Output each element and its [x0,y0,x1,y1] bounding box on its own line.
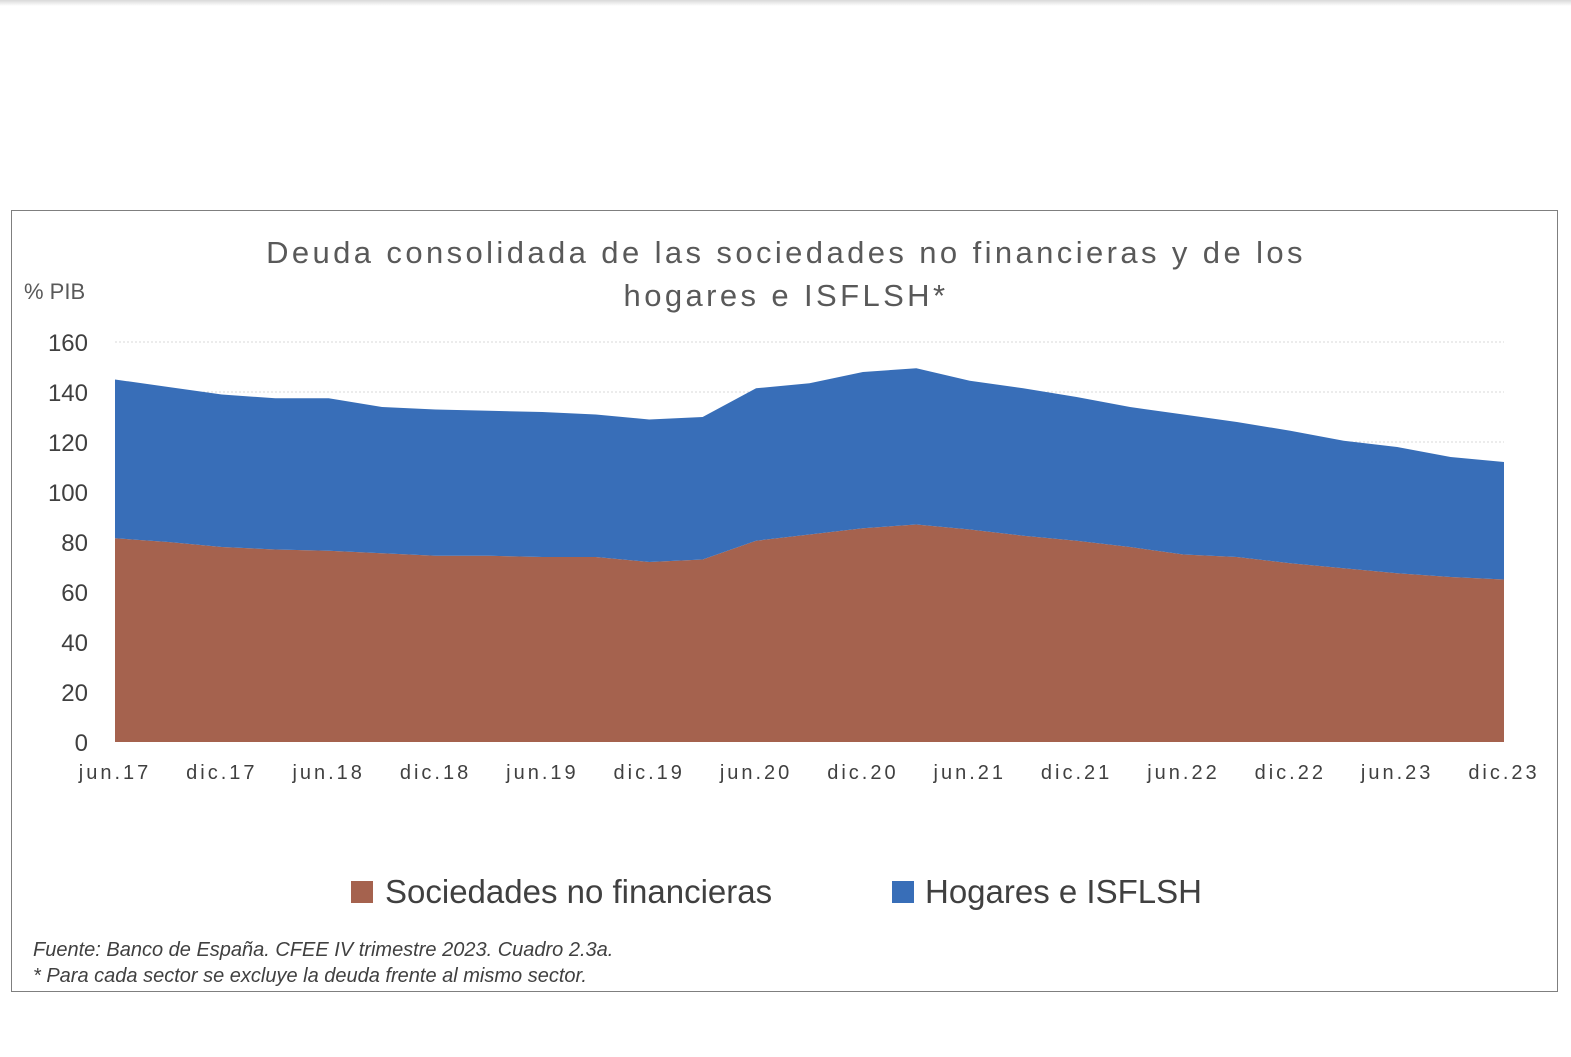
chart-title-line-1: Deuda consolidada de las sociedades no f… [266,235,1306,270]
y-tick-label-0: 0 [75,730,88,757]
y-tick-label-120: 120 [48,430,88,457]
x-tick-label-dic-22: dic.22 [1255,762,1326,784]
chart-frame: Deuda consolidada de las sociedades no f… [11,210,1558,992]
x-tick-label-dic-18: dic.18 [400,762,471,784]
y-tick-label-20: 20 [61,680,88,707]
y-axis-label: % PIB [24,279,85,304]
top-shadow [0,0,1571,6]
x-tick-label-dic-21: dic.21 [1041,762,1112,784]
x-axis-ticks: jun.17 dic.17 jun.18 dic.18 jun.19 dic.19 jun.… [78,762,1539,784]
y-tick-label-160: 160 [48,330,88,357]
x-tick-label-jun-17: jun.17 [78,762,152,784]
y-tick-label-60: 60 [61,580,88,607]
x-tick-label-jun-22: jun.22 [1146,762,1220,784]
y-tick-label-80: 80 [61,530,88,557]
legend-swatch-sociedades [351,881,373,903]
legend: Sociedades no financieras Hogares e ISFL… [351,873,1202,910]
x-tick-label-dic-17: dic.17 [186,762,257,784]
x-tick-label-jun-19: jun.19 [505,762,579,784]
source-note: Fuente: Banco de España. CFEE IV trimest… [33,939,613,961]
x-tick-label-dic-20: dic.20 [827,762,898,784]
x-tick-label-dic-23: dic.23 [1468,762,1539,784]
x-tick-label-jun-23: jun.23 [1360,762,1434,784]
area-sociedades-no-financieras [115,524,1504,742]
x-tick-label-jun-21: jun.21 [933,762,1007,784]
y-axis-ticks: 0 20 40 60 80 100 120 140 160 [48,330,88,757]
y-tick-label-140: 140 [48,380,88,407]
area-chart: Deuda consolidada de las sociedades no f… [24,235,1539,987]
area-series [115,368,1504,742]
y-tick-label-40: 40 [61,630,88,657]
y-tick-label-100: 100 [48,480,88,507]
x-tick-label-dic-19: dic.19 [614,762,685,784]
legend-label-sociedades: Sociedades no financieras [385,873,772,910]
legend-swatch-hogares [892,881,914,903]
legend-label-hogares: Hogares e ISFLSH [925,873,1202,910]
area-hogares-e-isflsh [115,368,1504,580]
x-tick-label-jun-20: jun.20 [719,762,793,784]
chart-title-line-2: hogares e ISFLSH* [624,278,949,313]
x-tick-label-jun-18: jun.18 [291,762,365,784]
footnote: * Para cada sector se excluye la deuda f… [33,965,587,987]
